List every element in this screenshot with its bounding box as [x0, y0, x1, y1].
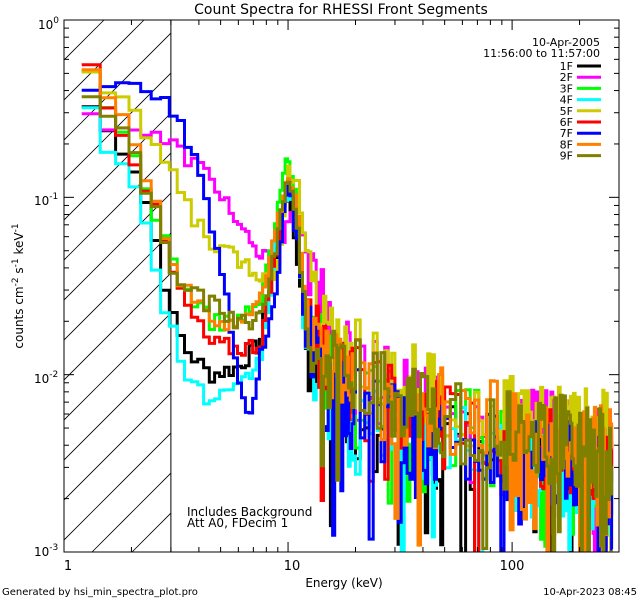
y-tick-label-0.01: 10-2	[34, 370, 58, 386]
annotation-attenuator: Att A0, FDecim 1	[187, 516, 288, 530]
hatch-line	[64, 192, 171, 301]
series-9F	[81, 95, 614, 552]
date-label: 10-Apr-2005	[532, 36, 600, 49]
legend-label-5F: 5F	[560, 105, 573, 118]
legend-label-2F: 2F	[560, 71, 573, 84]
x-tick-label-1: 1	[64, 559, 72, 574]
hatch-line	[64, 392, 171, 501]
legend-label-9F: 9F	[560, 150, 573, 163]
y-tick-label-0.001: 10-3	[34, 543, 58, 559]
legend-label-8F: 8F	[560, 138, 573, 151]
legend-label-7F: 7F	[560, 127, 573, 140]
axis-ticks	[63, 20, 620, 553]
hatch-line	[64, 272, 171, 381]
legend-label-3F: 3F	[560, 82, 573, 95]
hatch-line	[64, 232, 171, 341]
hatch-line	[64, 72, 171, 181]
time-range-label: 11:56:00 to 11:57:00	[483, 47, 600, 60]
legend-label-6F: 6F	[560, 116, 573, 129]
hatch-line	[64, 20, 145, 101]
y-tick-label-1: 100	[38, 16, 59, 32]
x-axis-label: Energy (keV)	[305, 576, 382, 590]
x-tick-label-100: 100	[500, 559, 525, 574]
chart-title: Count Spectra for RHESSI Front Segments	[194, 2, 488, 18]
x-tick-labels: 1 10 100	[64, 559, 525, 574]
x-tick-label-10: 10	[284, 559, 301, 574]
series-7F	[81, 81, 614, 552]
y-tick-labels: 100 10-1 10-2 10-3	[34, 16, 59, 559]
y-axis-label: counts cm-2 s-1 keV-1	[11, 223, 26, 348]
series-layer	[81, 63, 614, 552]
legend-label-4F: 4F	[560, 94, 573, 107]
plot-frame	[63, 19, 620, 553]
annotation-background: Includes Background	[187, 505, 312, 519]
y-tick-label-0.1: 10-1	[34, 192, 58, 208]
footer-generated-by: Generated by hsi_min_spectra_plot.pro	[2, 587, 198, 598]
hatch-line	[64, 20, 65, 21]
legend-label-1F: 1F	[560, 60, 573, 73]
hatch-line	[64, 432, 171, 541]
footer-timestamp: 10-Apr-2023 08:45	[543, 587, 637, 598]
